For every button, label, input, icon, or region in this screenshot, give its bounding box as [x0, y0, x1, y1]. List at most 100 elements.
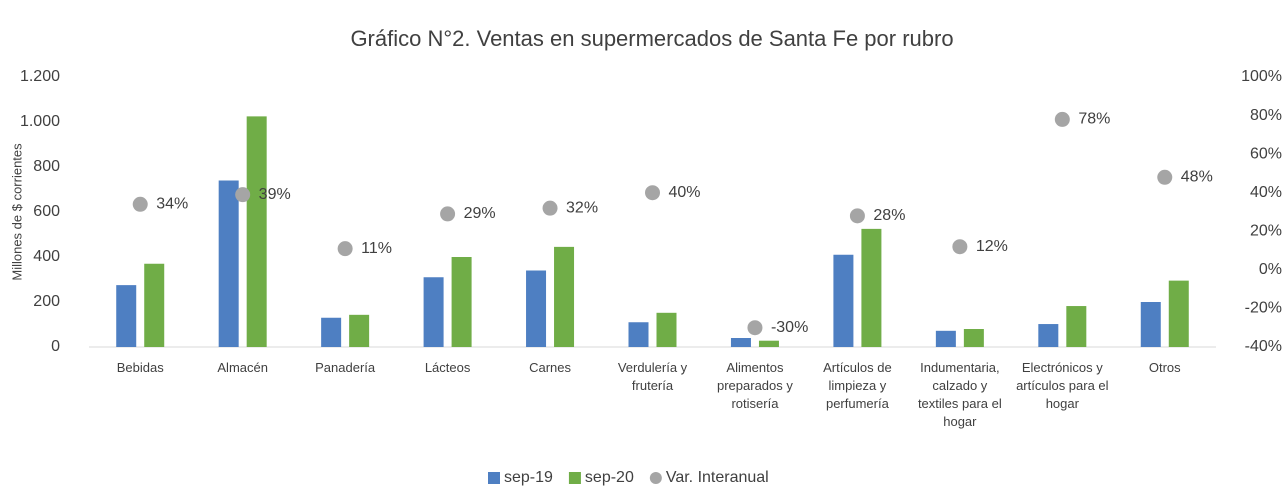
- legend-label: Var. Interanual: [666, 469, 769, 486]
- point: [235, 187, 251, 203]
- x-tick-label: Panadería: [315, 360, 376, 375]
- y2-tick-label: 20%: [1250, 223, 1282, 240]
- point: [849, 208, 865, 224]
- point-label: 11%: [361, 240, 392, 257]
- bar: [526, 270, 547, 347]
- label-line: Verdulería y: [618, 360, 688, 375]
- point: [1054, 111, 1070, 127]
- bar: [1066, 306, 1087, 347]
- label-line: preparados y: [717, 378, 793, 393]
- y2-tick-label: -20%: [1245, 300, 1282, 317]
- point-label: 32%: [566, 199, 598, 216]
- bar: [833, 254, 854, 347]
- bar: [554, 246, 575, 347]
- chart-title: Gráfico N°2. Ventas en supermercados de …: [350, 26, 953, 51]
- y2-tick-label: 40%: [1250, 184, 1282, 201]
- label-line: perfumería: [826, 396, 890, 411]
- x-tick-label: Lácteos: [425, 360, 471, 375]
- y2-tick-label: -40%: [1245, 338, 1282, 355]
- label-line: Lácteos: [425, 360, 471, 375]
- bar: [246, 116, 267, 347]
- bar: [758, 340, 779, 347]
- point: [337, 241, 353, 257]
- point: [952, 239, 968, 255]
- bar: [1038, 324, 1059, 347]
- y-tick-label: 800: [33, 158, 60, 175]
- bar: [451, 257, 472, 347]
- y-tick-label: 600: [33, 203, 60, 220]
- y2-tick-label: 0%: [1259, 261, 1282, 278]
- x-tick-label: Almacén: [217, 360, 268, 375]
- bar: [656, 312, 677, 347]
- bar: [935, 330, 956, 347]
- x-tick-label: Bebidas: [117, 360, 164, 375]
- point-label: 48%: [1181, 169, 1213, 186]
- label-line: Indumentaria,: [920, 360, 1000, 375]
- legend-swatch: [488, 472, 500, 484]
- x-tick-label: Carnes: [529, 360, 571, 375]
- bar: [144, 263, 165, 347]
- bar: [1168, 280, 1189, 347]
- point-label: 12%: [976, 238, 1008, 255]
- point-label: 78%: [1078, 111, 1110, 128]
- label-line: Panadería: [315, 360, 376, 375]
- bar: [963, 329, 984, 347]
- bar: [730, 338, 751, 347]
- label-line: Carnes: [529, 360, 571, 375]
- point: [1157, 169, 1173, 185]
- legend-swatch: [649, 472, 662, 484]
- point: [132, 196, 148, 212]
- point-label: 39%: [259, 186, 291, 203]
- legend-label: sep-20: [585, 469, 634, 486]
- bar: [321, 317, 342, 347]
- point: [747, 320, 763, 336]
- point-label: 29%: [464, 205, 496, 222]
- bar: [349, 314, 370, 347]
- bar: [423, 277, 444, 347]
- bar: [218, 180, 239, 347]
- x-tick-label: Verdulería y frutería: [618, 360, 688, 393]
- x-tick-label: Alimentos preparados y rotisería: [717, 360, 793, 411]
- label-line: hogar: [1046, 396, 1080, 411]
- point: [440, 206, 456, 222]
- legend-swatch: [568, 472, 581, 484]
- label-line: Otros: [1149, 360, 1181, 375]
- point-label: 34%: [156, 196, 188, 213]
- y2-tick-label: 100%: [1241, 68, 1282, 85]
- label-line: limpieza y: [829, 378, 887, 393]
- label-line: frutería: [632, 378, 674, 393]
- point-label: 28%: [873, 207, 905, 224]
- y-axis-label: Millones de $ corrientes: [9, 143, 24, 281]
- label-line: Almacén: [217, 360, 268, 375]
- label-line: Bebidas: [117, 360, 164, 375]
- bar: [628, 322, 649, 347]
- x-tick-label: Electrónicos y artículos para el hogar: [1016, 360, 1109, 411]
- y-tick-label: 0: [51, 338, 60, 355]
- bar: [1140, 302, 1161, 347]
- x-tick-label: Indumentaria, calzado y textiles para el ho…: [918, 360, 1002, 429]
- label-line: Electrónicos y: [1022, 360, 1103, 375]
- y2-tick-label: 80%: [1250, 107, 1282, 124]
- y-tick-label: 1.000: [20, 113, 60, 130]
- x-tick-label: Otros: [1149, 360, 1181, 375]
- label-line: textiles para el: [918, 396, 1002, 411]
- y2-tick-label: 60%: [1250, 145, 1282, 162]
- y-tick-label: 1.200: [20, 68, 60, 85]
- legend-label: sep-19: [504, 469, 553, 486]
- point-label: 40%: [669, 184, 701, 201]
- label-line: calzado y: [932, 378, 987, 393]
- bar: [861, 228, 882, 347]
- bar: [116, 285, 137, 347]
- point: [542, 200, 558, 216]
- y-tick-label: 400: [33, 248, 60, 265]
- point-label: -30%: [771, 319, 808, 336]
- y-tick-label: 200: [33, 293, 60, 310]
- point: [645, 185, 660, 201]
- label-line: rotisería: [731, 396, 779, 411]
- label-line: hogar: [943, 414, 977, 429]
- x-tick-label: Artículos de limpieza y perfumería: [823, 360, 892, 411]
- label-line: Artículos de: [823, 360, 892, 375]
- label-line: artículos para el: [1016, 378, 1109, 393]
- label-line: Alimentos: [726, 360, 784, 375]
